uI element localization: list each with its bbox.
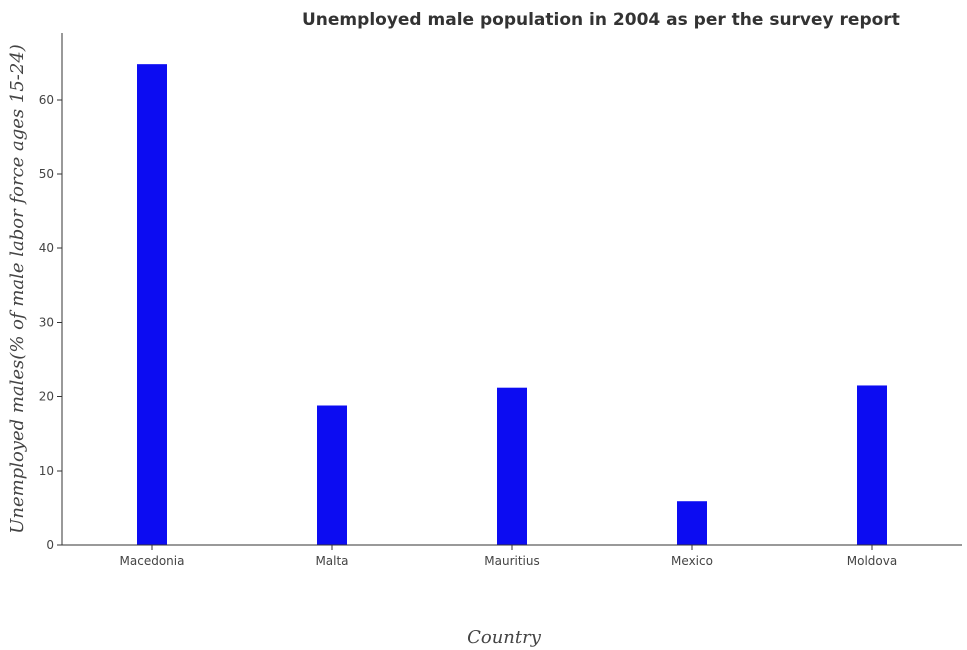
y-axis-label: Unemployed males(% of male labor force a…	[7, 44, 28, 534]
y-tick-label: 20	[39, 390, 54, 404]
bar-mexico	[677, 501, 707, 545]
y-tick-label: 50	[39, 167, 54, 181]
y-tick-label: 40	[39, 241, 54, 255]
x-tick-label: Moldova	[847, 554, 897, 568]
bar-malta	[317, 405, 347, 545]
bar-macedonia	[137, 64, 167, 545]
x-tick-label: Mauritius	[484, 554, 539, 568]
y-tick-label: 0	[46, 538, 54, 552]
x-axis-ticks: Macedonia Malta Mauritius Mexico Moldova	[120, 545, 897, 568]
bar-moldova	[857, 385, 887, 545]
bars	[137, 64, 887, 545]
x-tick-label: Malta	[315, 554, 348, 568]
y-tick-label: 60	[39, 93, 54, 107]
x-axis-label: Country	[467, 627, 542, 648]
chart-title: Unemployed male population in 2004 as pe…	[302, 10, 900, 30]
x-tick-label: Mexico	[671, 554, 713, 568]
x-tick-label: Macedonia	[120, 554, 185, 568]
y-axis-ticks: 0 10 20 30 40 50 60	[39, 93, 62, 552]
y-tick-label: 30	[39, 315, 54, 329]
y-tick-label: 10	[39, 464, 54, 478]
plot-area: 0 10 20 30 40 50 60 Macedonia Malta Mauritius Mex…	[39, 33, 962, 568]
bar-mauritius	[497, 387, 527, 545]
